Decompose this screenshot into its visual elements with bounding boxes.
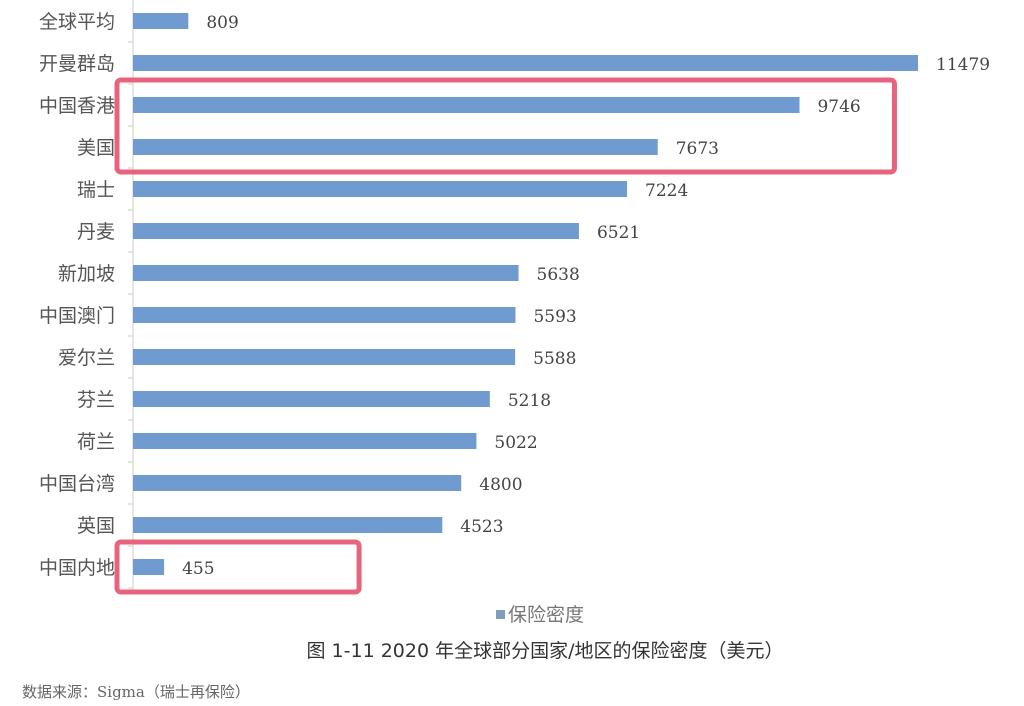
data-label: 7224 — [645, 181, 688, 201]
category-label: 中国内地 — [39, 557, 115, 579]
data-label: 809 — [206, 13, 238, 33]
highlight-box — [114, 77, 897, 175]
bar — [133, 139, 658, 155]
bar — [133, 181, 628, 197]
bar — [133, 559, 165, 575]
category-label: 中国香港 — [39, 95, 115, 117]
bar — [133, 13, 189, 29]
bar — [133, 349, 516, 365]
data-label: 455 — [182, 559, 214, 579]
category-label: 新加坡 — [58, 263, 115, 285]
legend-swatch — [496, 610, 505, 619]
bar — [133, 517, 443, 533]
bar — [133, 223, 579, 239]
bar — [133, 475, 462, 491]
category-label: 爱尔兰 — [58, 347, 115, 369]
data-label: 5638 — [537, 265, 580, 285]
bar — [133, 265, 519, 281]
data-label: 4800 — [479, 475, 522, 495]
category-label: 全球平均 — [39, 11, 115, 33]
category-label: 瑞士 — [77, 179, 115, 201]
bar — [133, 55, 918, 71]
source-note: 数据来源：Sigma（瑞士再保险） — [22, 683, 250, 701]
bar — [133, 391, 490, 407]
data-label: 5218 — [508, 391, 551, 411]
bar — [133, 433, 477, 449]
category-label: 丹麦 — [77, 221, 115, 243]
data-label: 5593 — [533, 307, 576, 327]
category-label: 荷兰 — [77, 431, 115, 453]
data-label: 4523 — [460, 517, 503, 537]
category-label: 芬兰 — [77, 389, 115, 411]
data-label: 11479 — [936, 55, 990, 75]
data-label: 9746 — [817, 97, 860, 117]
data-label: 5022 — [494, 433, 537, 453]
legend-label: 保险密度 — [508, 604, 585, 626]
data-label: 7673 — [676, 139, 719, 159]
category-label: 开曼群岛 — [39, 53, 115, 75]
category-label: 英国 — [77, 515, 115, 537]
category-label: 中国台湾 — [39, 473, 115, 495]
legend: 保险密度 — [496, 600, 584, 627]
bar-chart: 全球平均 809 开曼群岛 11479 中国香港 9746 美国 7673 瑞士 7224 丹麦 65… — [39, 0, 990, 595]
bar — [133, 307, 516, 323]
bar — [133, 97, 800, 113]
category-label: 中国澳门 — [39, 305, 115, 327]
data-label: 5588 — [533, 349, 576, 369]
chart-title: 图 1-11 2020 年全球部分国家/地区的保险密度（美元） — [306, 640, 784, 662]
highlight-box — [114, 539, 362, 595]
data-label: 6521 — [597, 223, 640, 243]
category-label: 美国 — [77, 137, 115, 159]
